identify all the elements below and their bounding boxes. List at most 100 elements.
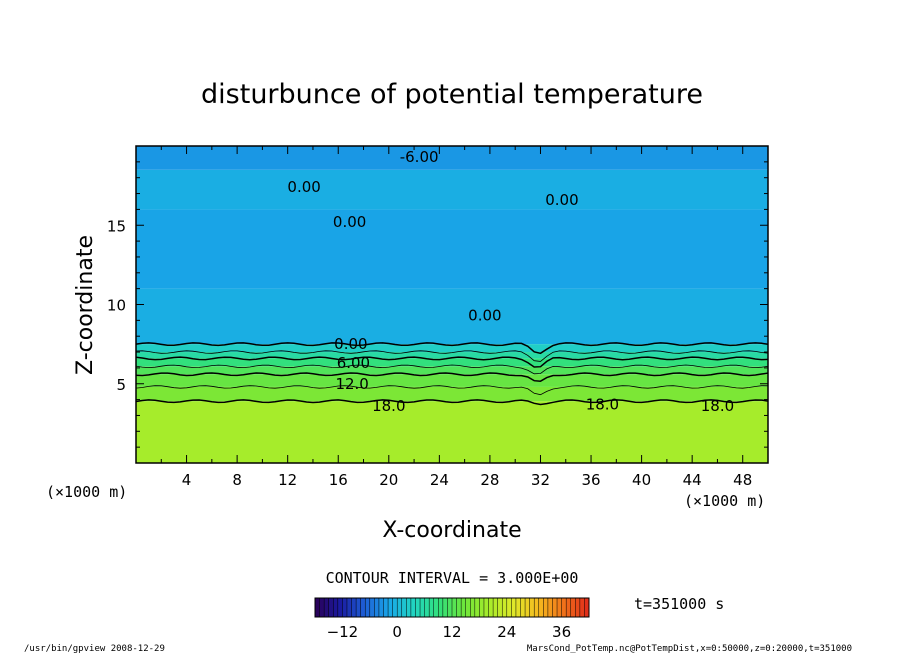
colorbar-cell <box>346 598 352 617</box>
x-tick-label: 28 <box>480 471 499 489</box>
x-tick-label: 16 <box>329 471 348 489</box>
colorbar-cell <box>342 598 348 617</box>
x-unit-left: (×1000 m) <box>46 483 127 501</box>
colorbar-cell <box>319 598 325 617</box>
colorbar-cell <box>410 598 416 617</box>
colorbar-cell <box>401 598 407 617</box>
contour-label: -6.00 <box>400 148 439 166</box>
contour-label: 0.00 <box>334 335 367 353</box>
heatmap-field <box>136 146 768 463</box>
colorbar-tick-label: 12 <box>442 623 461 641</box>
contour-line <box>136 350 768 362</box>
y-tick-label: 15 <box>107 217 126 235</box>
colorbar-cell <box>479 598 485 617</box>
time-label: t=351000 s <box>634 595 724 613</box>
colorbar-cell <box>397 598 403 617</box>
colorbar-tick-label: 24 <box>497 623 516 641</box>
colorbar-cell <box>461 598 467 617</box>
colorbar-cell <box>561 598 567 617</box>
contour-label: 6.00 <box>337 354 370 372</box>
colorbar-cell <box>429 598 435 617</box>
y-tick-label: 5 <box>116 376 126 394</box>
x-tick-label: 40 <box>632 471 651 489</box>
contour-lines <box>136 342 768 406</box>
x-axis-label: X-coordinate <box>382 518 521 543</box>
colorbar-cell <box>433 598 439 617</box>
colorbar-cell <box>392 598 398 617</box>
field-layer <box>136 169 768 210</box>
x-tick-label: 48 <box>733 471 752 489</box>
colorbar-cell <box>483 598 489 617</box>
contour-label: 0.00 <box>287 178 320 196</box>
colorbar-cell <box>584 598 590 617</box>
colorbar-tick-label: 0 <box>392 623 402 641</box>
colorbar-cell <box>515 598 521 617</box>
colorbar-cell <box>497 598 503 617</box>
contour-label: 18.0 <box>701 397 734 415</box>
colorbar-cell <box>438 598 444 617</box>
colorbar-cell <box>452 598 457 617</box>
colorbar-cell <box>538 598 544 617</box>
chart-title: disturbunce of potential temperature <box>201 79 703 110</box>
field-layer <box>136 401 768 463</box>
colorbar-cell <box>447 598 453 617</box>
x-unit-right: (×1000 m) <box>684 492 765 510</box>
colorbar-cell <box>520 598 526 617</box>
colorbar-cell <box>406 598 412 617</box>
x-tick-label: 32 <box>531 471 550 489</box>
colorbar-cell <box>324 598 330 617</box>
x-tick-label: 8 <box>232 471 242 489</box>
colorbar-tick-label: −12 <box>327 623 359 641</box>
field-layer <box>136 374 768 387</box>
contour-label: 18.0 <box>372 397 405 415</box>
contour-line <box>136 385 768 396</box>
colorbar-cell <box>534 598 540 617</box>
colorbar-cell <box>552 598 558 617</box>
x-tick-label: 4 <box>182 471 192 489</box>
footer-left: /usr/bin/gpview 2008-12-29 <box>24 644 165 654</box>
colorbar-cell <box>365 598 371 617</box>
colorbar-frame <box>314 597 590 618</box>
x-tick-label: 12 <box>278 471 297 489</box>
field-layer <box>136 344 768 353</box>
colorbar-cell <box>378 598 384 617</box>
contour-label: 12.0 <box>335 375 368 393</box>
x-tick-label: 36 <box>581 471 600 489</box>
colorbar-cell <box>333 598 339 617</box>
x-axis-ticks: 4 8 12 16 20 24 28 32 36 40 44 48 <box>135 146 769 489</box>
colorbar-cell <box>566 598 572 617</box>
field-layer <box>136 386 768 402</box>
colorbar-cell <box>557 598 562 617</box>
contour-label: 18.0 <box>586 395 619 413</box>
colorbar-cell <box>570 598 576 617</box>
colorbar-cell <box>506 598 512 617</box>
x-tick-label: 20 <box>379 471 398 489</box>
colorbar-cell <box>374 598 380 617</box>
colorbar-cell <box>474 598 480 617</box>
colorbar-cell <box>388 598 394 617</box>
contour-label: 0.00 <box>333 213 366 231</box>
colorbar-cell <box>456 598 462 617</box>
colorbar-cell <box>360 598 366 617</box>
colorbar-cell <box>579 598 585 617</box>
y-tick-label: 10 <box>107 297 126 315</box>
colorbar-cell <box>525 598 531 617</box>
field-layer <box>136 146 768 170</box>
contour-label: 0.00 <box>545 191 578 209</box>
colorbar-cell <box>465 598 471 617</box>
contour-line <box>136 364 768 375</box>
colorbar-cell <box>369 598 375 617</box>
contour-line <box>136 356 768 368</box>
x-tick-label: 44 <box>683 471 702 489</box>
colorbar-ticks: −12 0 12 24 36 <box>327 623 572 641</box>
field-layer <box>136 352 768 359</box>
contour-line <box>136 372 768 382</box>
colorbar-cell <box>511 598 517 617</box>
colorbar-cell <box>488 598 494 617</box>
colorbar-cell <box>351 598 357 617</box>
footer-right: MarsCond_PotTemp.nc@PotTempDist,x=0:5000… <box>527 644 852 654</box>
colorbar-cell <box>415 598 421 617</box>
colorbar-cell <box>424 598 430 617</box>
colorbar-cell <box>383 598 389 617</box>
